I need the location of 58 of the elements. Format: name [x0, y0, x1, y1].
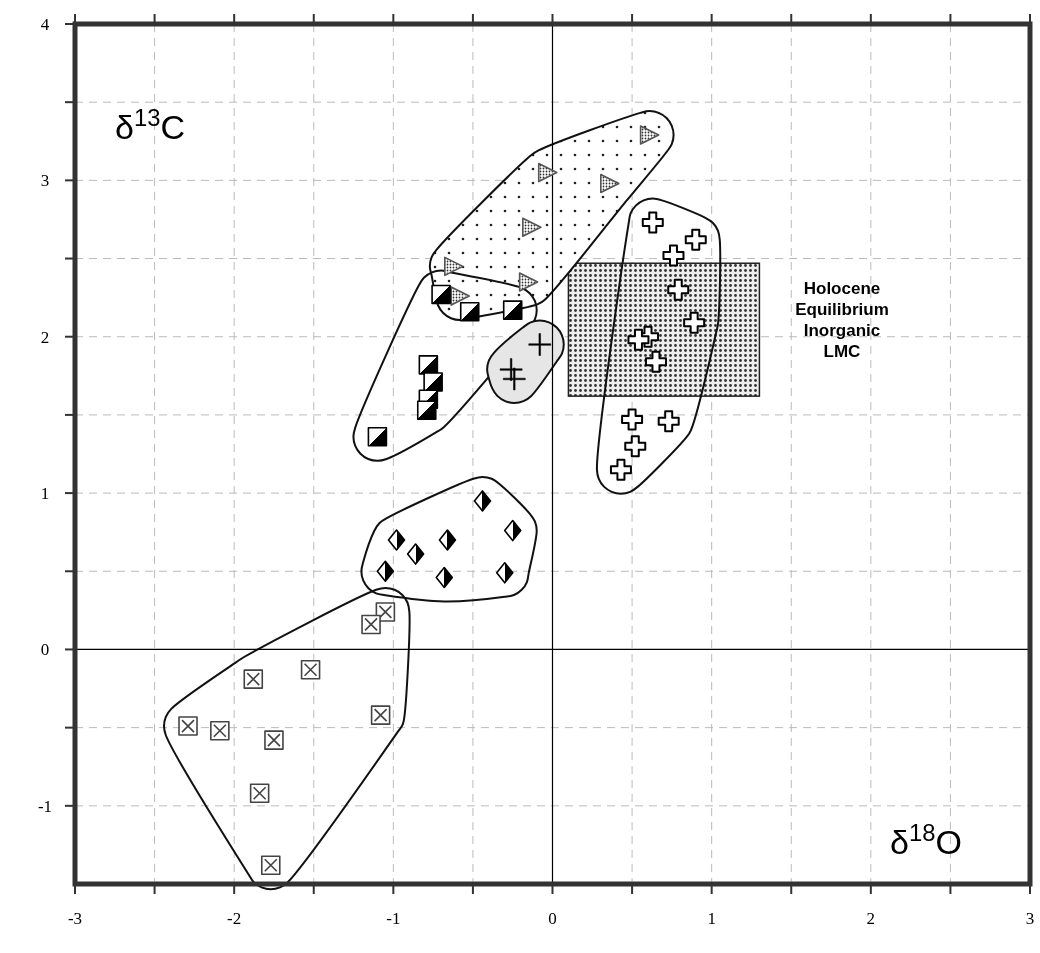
point [683, 311, 706, 334]
point [502, 300, 523, 320]
point [376, 560, 395, 583]
point [657, 410, 680, 433]
point [644, 350, 667, 373]
point [495, 562, 514, 584]
point [450, 286, 470, 306]
point [627, 328, 650, 351]
point [423, 372, 443, 392]
point [473, 490, 492, 512]
point [662, 244, 685, 267]
point [522, 217, 542, 238]
point [370, 705, 391, 725]
y-tick-label: 0 [40, 640, 50, 660]
point [264, 730, 284, 750]
point [431, 284, 451, 305]
y-tick-label: 2 [40, 327, 50, 347]
x-tick-label: -1 [386, 909, 401, 928]
point [387, 529, 406, 551]
point [210, 720, 230, 741]
point [518, 272, 539, 292]
y-axis-title: δ$^{13}$C [115, 103, 185, 146]
x-tick-label: -3 [67, 909, 83, 928]
x-tick-label: 2 [866, 909, 876, 928]
point [243, 669, 264, 689]
point [528, 333, 552, 356]
point [600, 173, 620, 194]
point [361, 614, 381, 635]
y-tick-label: 3 [40, 171, 50, 191]
point [609, 458, 632, 481]
x-tick-label: 1 [707, 909, 716, 928]
point [667, 278, 690, 301]
point [438, 529, 457, 551]
point [537, 162, 558, 183]
annotation: Holocene Equilibrium Inorganic LMC [795, 279, 889, 361]
point [416, 400, 437, 421]
x-tick-label: 0 [548, 909, 557, 928]
point [503, 519, 522, 542]
point [406, 543, 425, 565]
point [503, 367, 526, 391]
point [621, 408, 644, 431]
point [300, 659, 321, 680]
point [178, 716, 198, 736]
x-tick-label: 3 [1025, 909, 1035, 928]
point [444, 256, 464, 277]
x-axis-title: δ$^{18}$O [890, 818, 962, 861]
point [624, 435, 647, 458]
x-tick-label: -2 [227, 909, 242, 928]
point [684, 228, 707, 251]
point [641, 211, 664, 234]
point [435, 566, 454, 589]
y-tick-label: 4 [40, 15, 50, 34]
y-tick-label: 1 [40, 484, 50, 504]
point [367, 427, 388, 447]
point [459, 301, 480, 322]
y-tick-label: -1 [37, 796, 53, 816]
point [639, 125, 660, 145]
point [260, 855, 281, 876]
